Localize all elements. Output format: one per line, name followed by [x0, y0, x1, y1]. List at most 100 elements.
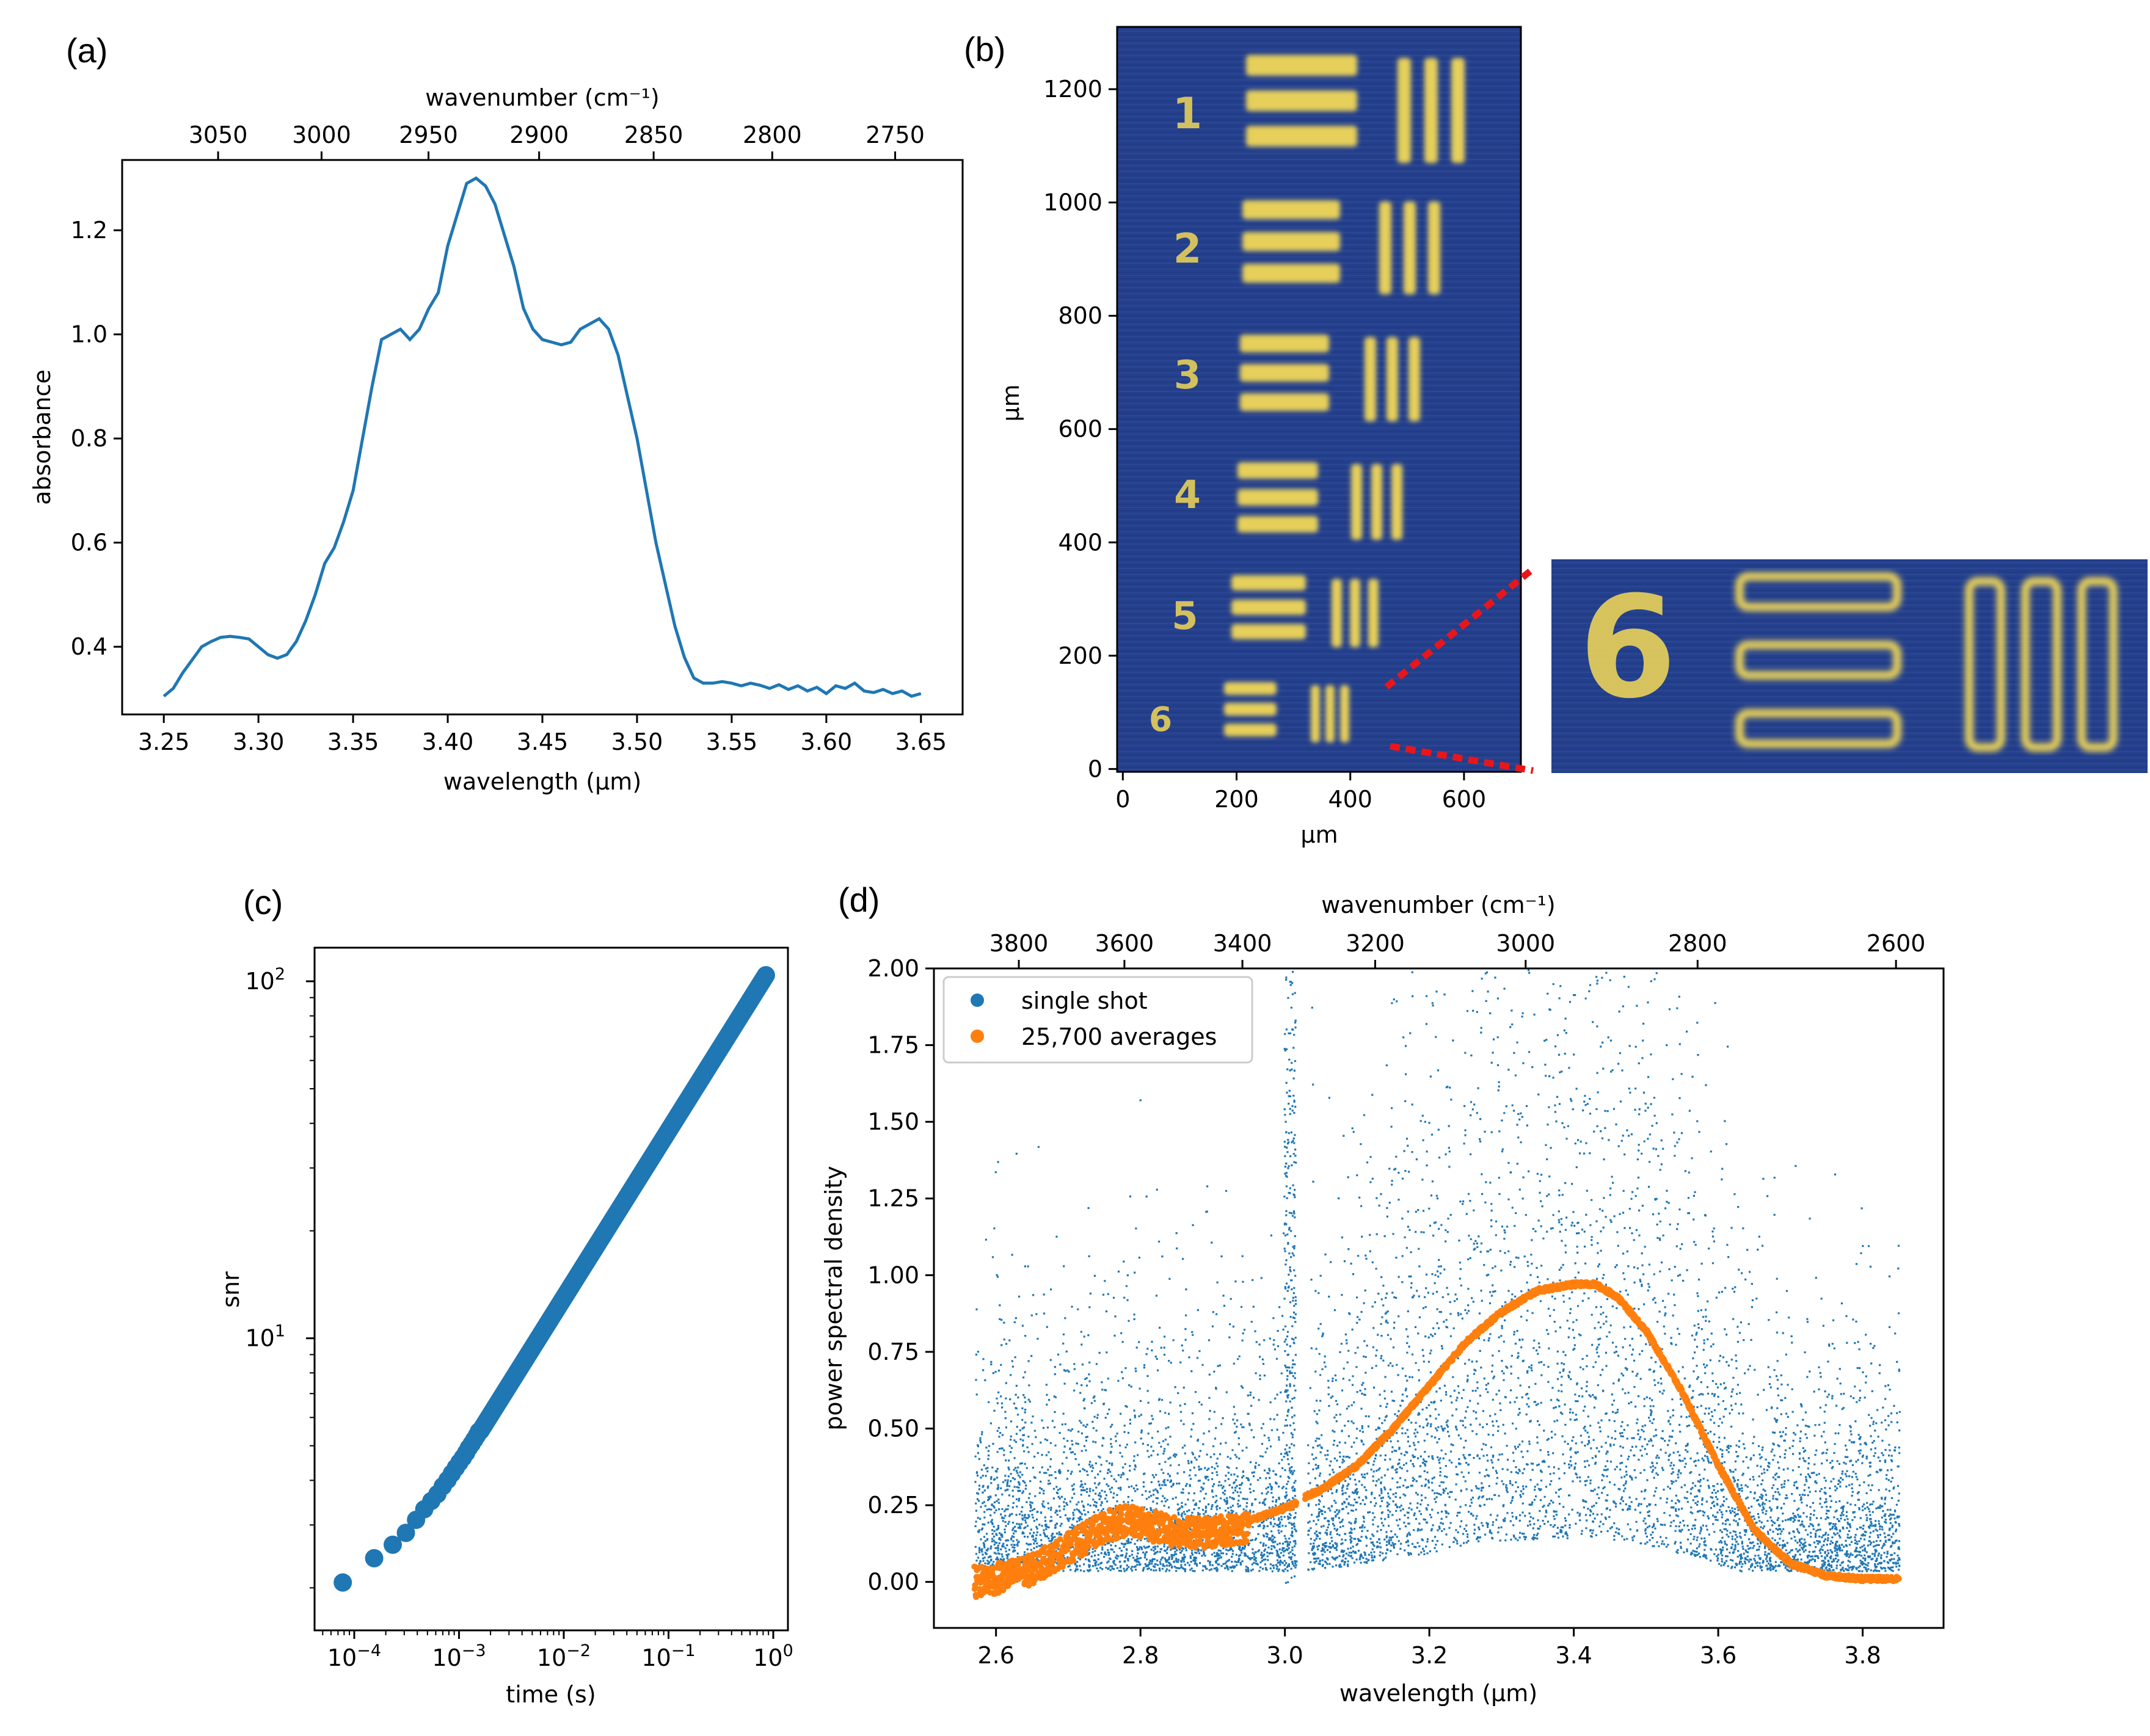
panel-b-frame	[1116, 26, 1522, 773]
panel-d-legend-label-averages: 25,700 averages	[1021, 1023, 1217, 1050]
panel-a-y-ticks: 0.4 0.6 0.8 1.0 1.2	[71, 217, 122, 660]
panel-a-y-tick-label: 0.6	[71, 529, 108, 556]
panel-a-x-tick-label: 3.60	[801, 728, 853, 755]
panel-a-top-axis-label: wavenumber (cm⁻¹)	[425, 84, 659, 111]
panel-c-x-tick-label: 100	[753, 1641, 793, 1671]
panel-b-vertical-bar	[1311, 685, 1320, 743]
panel-c-x-tick-exponent: 0	[783, 1641, 793, 1660]
panel-d-top-tick-label: 3600	[1095, 930, 1154, 957]
panel-d-y-tick-label: 2.00	[867, 955, 919, 982]
panel-a-x-tick-label: 3.45	[517, 728, 569, 755]
panel-d-single-shot-points	[974, 969, 1901, 1584]
panel-c-x-tick-base: 10	[753, 1644, 782, 1671]
panel-d-y-tick-label: 0.50	[867, 1415, 919, 1442]
panel-b-element-label: 4	[1174, 473, 1201, 517]
panel-b-x-tick-label: 600	[1442, 786, 1487, 813]
panel-a-x-tick-label: 3.40	[422, 728, 474, 755]
panel-b-x-axis-label: µm	[1300, 821, 1338, 848]
panel-b-zoom-connector-bottom	[1390, 743, 1534, 774]
panel-b-horizontal-bar	[1224, 703, 1277, 716]
panel-c-x-tick-label: 10−1	[641, 1641, 695, 1671]
panel-a-top-tick-label: 2950	[399, 122, 458, 148]
panel-b-horizontal-bar	[1240, 393, 1329, 411]
panel-c-x-tick-label: 10−2	[537, 1641, 591, 1671]
panel-b-horizontal-bar	[1246, 90, 1357, 111]
panel-c-y-tick-label: 101	[245, 1322, 285, 1352]
panel-d-frame	[933, 967, 1945, 1629]
panel-d-y-tick-label: 0.25	[867, 1492, 919, 1519]
panel-b-y-tick-label: 1000	[1043, 189, 1102, 216]
panel-b-horizontal-bar	[1242, 200, 1340, 219]
panel-d-legend-box	[942, 976, 1253, 1064]
panel-a-top-ticks: 3050 3000 2950 2900 2850 2800 2750	[189, 122, 925, 160]
panel-b-zoom-inset-background	[1551, 559, 2148, 773]
panel-b-element-label: 1	[1173, 89, 1203, 139]
panel-b-vertical-bar	[1398, 58, 1411, 163]
panel-d-averaged-scatter	[971, 1279, 1902, 1600]
panel-d-x-tick-label: 3.2	[1411, 1642, 1448, 1669]
panel-c-snr-point	[333, 1573, 352, 1592]
panel-b-vertical-bar	[1350, 579, 1360, 647]
panel-c-x-ticks: 10−4 10−3 10−2 10−1 100	[322, 1630, 793, 1671]
panel-b-vertical-bar	[1451, 58, 1465, 163]
panel-d-x-tick-label: 3.4	[1555, 1642, 1592, 1669]
panel-b-horizontal-bar	[1246, 55, 1357, 76]
panel-b-vertical-bar	[1351, 464, 1362, 540]
panel-d-x-axis-label: wavelength (µm)	[1339, 1680, 1537, 1707]
panel-d-y-tick-label: 1.75	[867, 1032, 919, 1059]
panel-d-x-tick-label: 3.0	[1266, 1642, 1303, 1669]
panel-d-x-tick-label: 3.6	[1700, 1642, 1736, 1669]
panel-c-y-tick-base: 10	[245, 968, 274, 995]
panel-a-top-tick-label: 3000	[292, 122, 351, 148]
panel-a-x-tick-label: 3.50	[611, 728, 663, 755]
panel-b-y-tick-label: 1200	[1043, 76, 1102, 103]
panel-b-element-label: 6	[1149, 700, 1172, 739]
panel-d-top-ticks: 3800 3600 3400 3200 3000 2800 2600	[989, 930, 1926, 968]
panel-b-zoom-inset-bars	[1735, 572, 2118, 752]
panel-b-element-label: 2	[1173, 225, 1202, 272]
panel-c-x-tick-label: 10−3	[432, 1641, 486, 1671]
panel-b-vertical-bar	[1365, 337, 1376, 421]
panel-b-y-tick-label: 800	[1058, 302, 1102, 329]
panel-letter-a: (a)	[66, 31, 108, 70]
panel-a-absorbance-line	[162, 176, 922, 698]
panel-d-y-tick-label: 0.75	[867, 1338, 919, 1365]
panel-d-y-axis-label: power spectral density	[820, 1166, 847, 1431]
panel-b-y-tick-label: 0	[1088, 755, 1102, 782]
panel-c-x-tick-base: 10	[641, 1644, 671, 1671]
panel-a-x-axis-label: wavelength (µm)	[443, 768, 641, 795]
panel-a-top-tick-label: 2850	[624, 122, 683, 148]
panel-d-y-tick-label: 1.25	[867, 1185, 919, 1212]
panel-b-horizontal-bar	[1246, 126, 1357, 147]
panel-c-snr-dense-points	[471, 966, 775, 1440]
panel-b-vertical-bar	[1368, 579, 1379, 647]
panel-d-legend-marker-averages	[971, 1030, 984, 1043]
panel-c-x-tick-base: 10	[327, 1644, 357, 1671]
panel-b-vertical-bar	[1371, 464, 1382, 540]
panel-b-zoom-horizontal-bar	[1735, 709, 1901, 748]
panel-a-x-ticks: 3.25 3.30 3.35 3.40 3.45 3.50 3.55 3.60 3.65	[138, 714, 947, 755]
panel-b-horizontal-bar	[1237, 462, 1318, 479]
panel-d-y-tick-label: 1.50	[867, 1108, 919, 1135]
panel-a-y-tick-label: 0.8	[71, 425, 108, 452]
panel-d-top-tick-label: 2800	[1668, 930, 1727, 957]
panel-d-psd-chart: 2.6 2.8 3.0 3.2 3.4 3.6 3.8 0.00 0.25 0.50 0.75 1.…	[820, 892, 1945, 1707]
panel-a-x-tick-label: 3.25	[138, 728, 190, 755]
panel-b-horizontal-bar	[1237, 516, 1318, 532]
panel-c-y-tick-exponent: 2	[275, 965, 285, 984]
panel-b-x-tick-label: 0	[1115, 786, 1130, 813]
panel-b-horizontal-bar	[1240, 335, 1329, 352]
panel-d-x-ticks: 2.6 2.8 3.0 3.2 3.4 3.6 3.8	[977, 1628, 1881, 1669]
panel-d-legend-label-single-shot: single shot	[1021, 987, 1148, 1014]
panel-b-zoom-horizontal-bar	[1735, 641, 1901, 680]
panel-b-zoom-label: 6	[1579, 567, 1677, 730]
panel-b-vertical-bar	[1424, 58, 1438, 163]
panel-a-y-tick-label: 0.4	[71, 633, 108, 660]
panel-letter-d: (d)	[838, 881, 880, 919]
panel-b-y-ticks: 0 200 400 600 800 1000 1200	[1043, 76, 1117, 782]
panel-a-y-tick-label: 1.0	[71, 321, 108, 348]
panel-b-y-tick-label: 400	[1058, 529, 1102, 556]
panel-d-y-tick-label: 0.00	[867, 1569, 919, 1596]
